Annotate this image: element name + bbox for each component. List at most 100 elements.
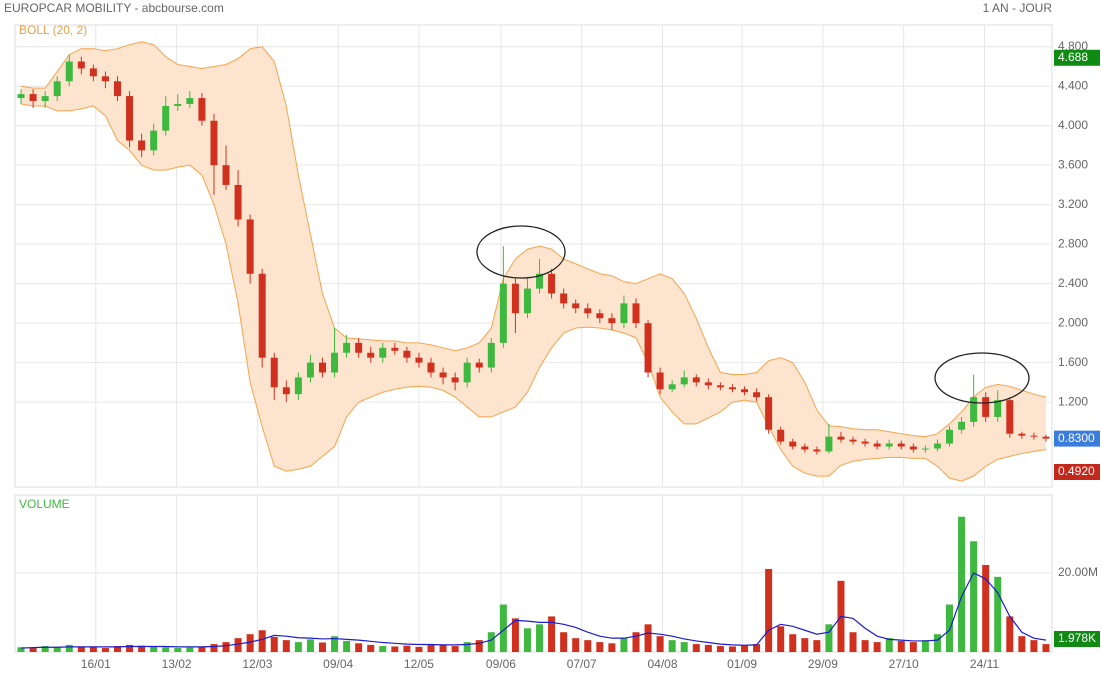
candle-body [933, 443, 941, 449]
volume-bar [680, 642, 688, 652]
volume-bar [620, 638, 628, 652]
y-tick-label: 20.00M [1058, 565, 1098, 579]
x-tick-label: 16/01 [81, 657, 111, 671]
volume-bar [716, 646, 724, 652]
y-tick-label: 4.400 [1058, 78, 1088, 92]
candle-body [126, 96, 134, 141]
volume-bar [499, 604, 507, 652]
y-tick-label: 2.400 [1058, 276, 1088, 290]
bollinger-lower [20, 103, 1047, 482]
candle-body [29, 94, 37, 102]
candle-body [511, 283, 519, 314]
bollinger-upper [20, 41, 1047, 438]
volume-bar [403, 645, 411, 652]
candle-body [536, 273, 544, 289]
candle-body [403, 350, 411, 358]
volume-bar [1042, 644, 1050, 652]
price-badge [1054, 430, 1100, 447]
candle-body [53, 81, 61, 97]
candle-body [391, 347, 399, 351]
candle-body [777, 429, 785, 442]
volume-bar [258, 630, 266, 652]
candle-body [355, 342, 363, 353]
candle-body [909, 446, 917, 450]
candle-body [885, 443, 893, 447]
volume-bar [355, 643, 363, 652]
y-tick-label: 2.000 [1058, 315, 1088, 329]
candle-body [994, 400, 1002, 417]
volume-bar [777, 626, 785, 652]
volume-bar [138, 645, 146, 652]
volume-bar [982, 564, 990, 652]
volume-bar [946, 604, 954, 652]
volume-bar [53, 646, 61, 652]
price-badge-label: 0.8300 [1058, 431, 1095, 445]
volume-bar [101, 648, 109, 652]
candle-body [680, 377, 688, 385]
volume-bar [511, 618, 519, 652]
annotation-circle [934, 352, 1030, 404]
candle-body [837, 436, 845, 440]
candle-body [704, 382, 712, 386]
candle-body [270, 357, 278, 388]
boll-legend: BOLL (20, 2) [19, 23, 87, 37]
candle-body [234, 184, 242, 220]
volume-bar [427, 644, 435, 652]
candle-body [1042, 436, 1050, 439]
volume-bar [234, 638, 242, 652]
x-tick-label: 09/04 [323, 657, 353, 671]
candle-body [765, 397, 773, 430]
volume-bar [379, 646, 387, 652]
candle-body [958, 421, 966, 430]
candle-body [415, 357, 423, 363]
candle-body [584, 308, 592, 314]
volume-badge [1054, 631, 1100, 647]
volume-bar [463, 642, 471, 652]
volume-bar [861, 640, 869, 652]
bollinger-area [21, 41, 1046, 482]
candle-body [728, 387, 736, 390]
y-tick-label: 2.800 [1058, 236, 1088, 250]
candle-body [1030, 435, 1038, 437]
candle-body [644, 323, 652, 373]
price-badge-label: 4.688 [1058, 50, 1088, 64]
volume-bar [270, 636, 278, 652]
candle-body [523, 288, 531, 314]
candle-body [632, 303, 640, 324]
candle-body [89, 68, 97, 77]
candle-body [560, 293, 568, 304]
y-tick-label: 1.200 [1058, 394, 1088, 408]
candle-body [825, 436, 833, 452]
volume-bar [608, 643, 616, 652]
candle-body [499, 283, 507, 343]
volume-bar [584, 640, 592, 652]
volume-bar [825, 624, 833, 652]
candle-body [198, 98, 206, 121]
candle-body [77, 61, 85, 69]
x-tick-label: 27/10 [889, 657, 919, 671]
candle-body [222, 165, 230, 185]
x-tick-label: 24/11 [970, 657, 999, 671]
y-tick-label: 4.000 [1058, 118, 1088, 132]
candle-body [174, 103, 182, 106]
volume-bar [294, 642, 302, 652]
volume-bar [1006, 616, 1014, 652]
volume-bar [873, 642, 881, 652]
x-tick-label: 12/03 [242, 657, 272, 671]
y-tick-label: 3.600 [1058, 157, 1088, 171]
candle-body [17, 94, 25, 99]
x-tick-label: 04/08 [648, 657, 678, 671]
volume-bar [933, 634, 941, 652]
candle-body [572, 303, 580, 309]
candle-body [873, 443, 881, 447]
volume-bar [306, 639, 314, 652]
candle-body [801, 446, 809, 450]
volume-bar [451, 646, 459, 652]
candle-body [1006, 400, 1014, 434]
candle-body [789, 441, 797, 447]
candle-body [970, 397, 978, 422]
volume-bar [765, 568, 773, 652]
volume-bar [174, 648, 182, 652]
volume-bar [970, 541, 978, 652]
